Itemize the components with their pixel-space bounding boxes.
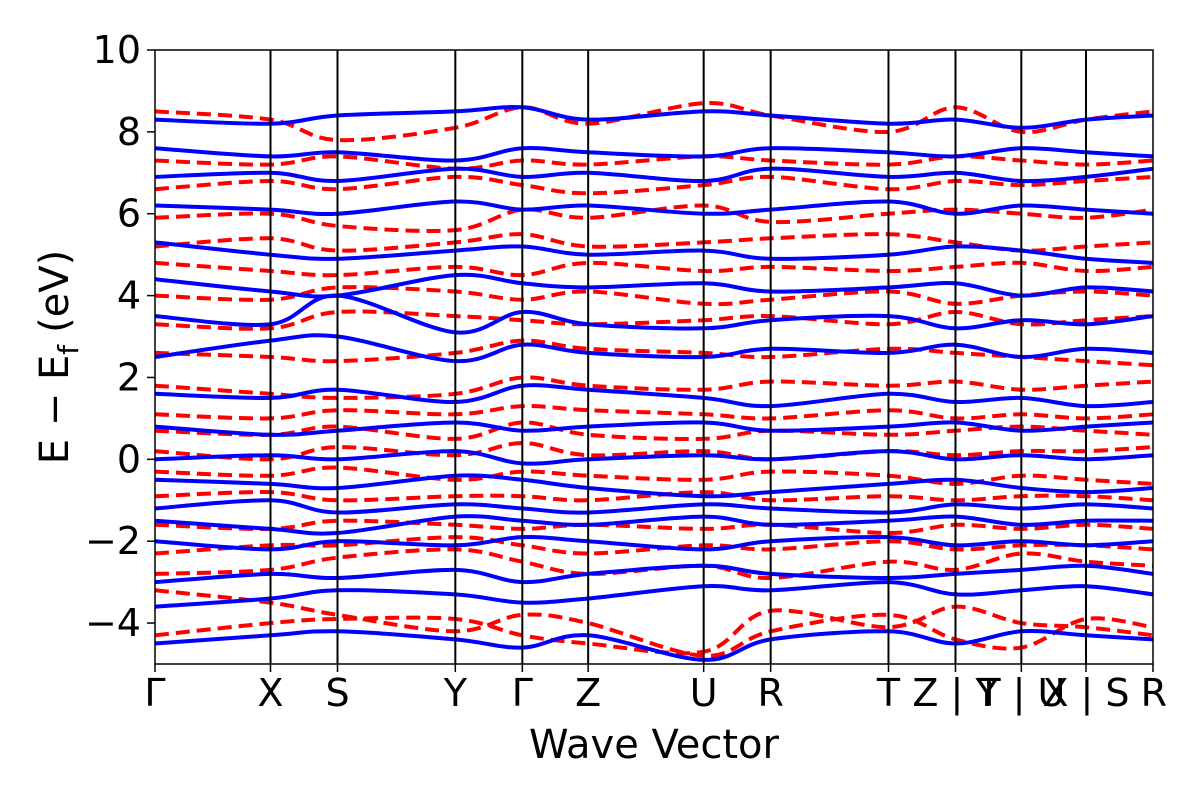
x-tick-label: Γ	[512, 671, 533, 715]
x-tick-label: Γ	[144, 671, 165, 715]
band-dashed-8	[155, 440, 1153, 462]
kpoint-divider-lines	[269, 50, 1088, 664]
y-axis-title-unit: (eV)	[32, 250, 78, 333]
x-tick-label: Y	[443, 671, 468, 715]
y-axis-title: E − Ef (eV)	[32, 250, 85, 465]
band-dashed-2	[155, 588, 1153, 658]
band-dashed-11	[155, 375, 1153, 400]
band-dashed-10	[155, 404, 1153, 421]
x-tick-label: Z | Y	[912, 671, 999, 716]
x-tick-label: T | U	[976, 671, 1065, 716]
x-tick-label: R	[757, 671, 783, 715]
y-tick-label: 4	[117, 274, 141, 318]
band-dashed-20	[155, 101, 1153, 143]
y-axis-title-main: E − E	[32, 355, 78, 465]
band-dashed-5	[155, 518, 1153, 536]
y-tick-label: −2	[85, 519, 141, 563]
y-tick-label: 6	[117, 192, 141, 236]
band-dashed-13	[155, 309, 1153, 331]
band-dashed-18	[155, 174, 1153, 196]
band-dashed-9	[155, 420, 1153, 442]
y-tick-label: 0	[117, 437, 141, 481]
x-tick-label: X | S	[1042, 671, 1129, 716]
band-dashed-17	[155, 203, 1153, 233]
band-dashed-4	[155, 535, 1153, 556]
y-tick-label: −4	[85, 601, 141, 645]
x-tick-label: R	[1141, 671, 1167, 715]
x-tick-label: T	[876, 671, 901, 715]
band-dashed-15	[155, 260, 1153, 278]
y-tick-label: 2	[117, 355, 141, 399]
x-tick-label: S	[325, 671, 349, 715]
band-dashed-19	[155, 154, 1153, 171]
plot-frame	[154, 49, 1154, 665]
band-dashed-6	[155, 490, 1153, 503]
y-axis-ticks: −4 −2 0 2 4 6 8 10	[85, 28, 155, 645]
x-axis-title: Wave Vector	[529, 722, 780, 768]
band-dashed-3	[155, 547, 1153, 581]
y-tick-label: 10	[93, 28, 141, 72]
x-tick-label: Z	[575, 671, 601, 715]
y-tick-label: 8	[117, 110, 141, 154]
band-dashed-7	[155, 465, 1153, 486]
y-axis-title-subscript: f	[52, 344, 85, 355]
x-tick-label: U	[690, 671, 718, 715]
x-tick-label: X	[257, 671, 283, 715]
